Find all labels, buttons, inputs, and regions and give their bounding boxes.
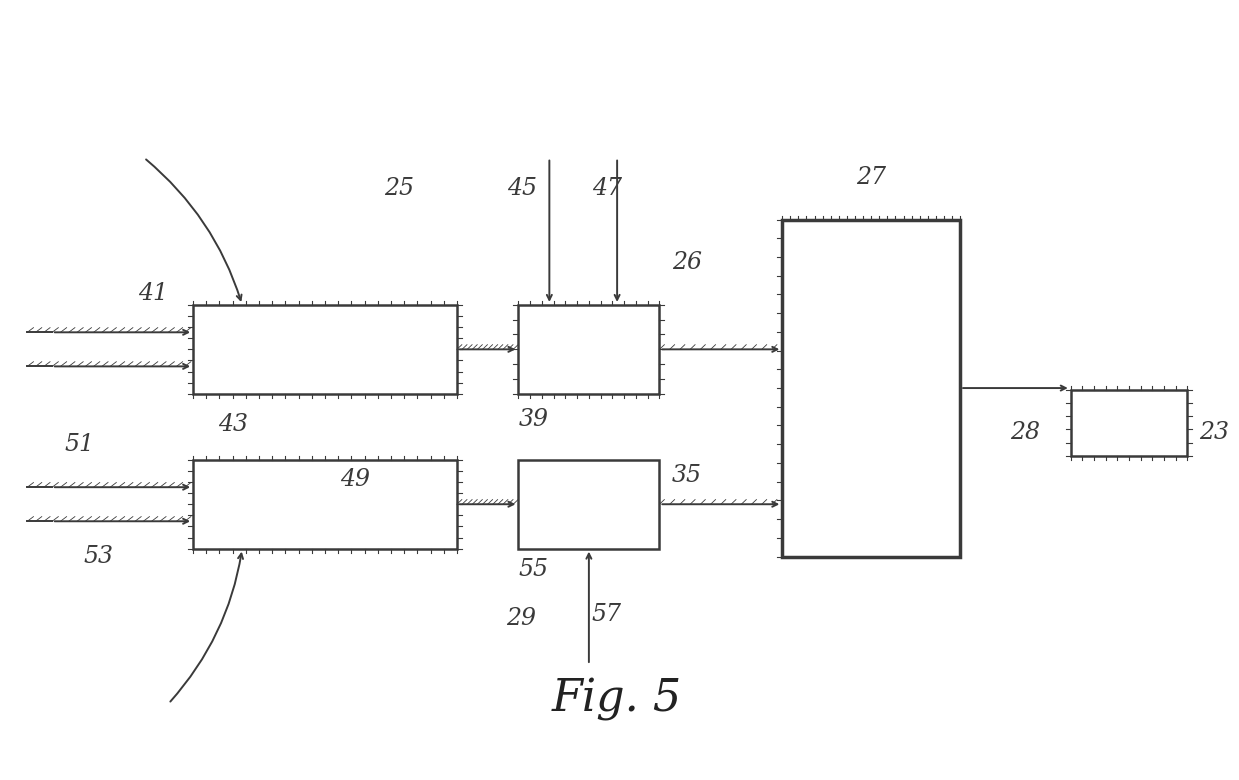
- Text: 35: 35: [672, 463, 701, 487]
- Bar: [518, 305, 659, 394]
- Text: 27: 27: [856, 165, 886, 189]
- Text: Fig. 5: Fig. 5: [551, 678, 681, 722]
- Bar: [193, 459, 457, 549]
- Bar: [518, 459, 659, 549]
- Bar: [193, 305, 457, 394]
- Text: 39: 39: [518, 408, 549, 431]
- Text: 43: 43: [218, 413, 248, 436]
- Text: 41: 41: [139, 282, 169, 305]
- Text: 23: 23: [1199, 421, 1229, 444]
- Bar: [1070, 390, 1187, 456]
- Text: 53: 53: [83, 545, 113, 568]
- Text: 55: 55: [518, 558, 549, 581]
- Text: 45: 45: [507, 177, 536, 200]
- Bar: [782, 220, 960, 556]
- Text: 28: 28: [1010, 421, 1040, 444]
- Text: 47: 47: [592, 177, 622, 200]
- Text: 57: 57: [592, 603, 622, 626]
- Text: 49: 49: [341, 467, 370, 491]
- Text: 51: 51: [64, 433, 95, 456]
- Text: 25: 25: [384, 177, 414, 200]
- Text: 29: 29: [506, 607, 536, 630]
- Text: 26: 26: [672, 250, 701, 274]
